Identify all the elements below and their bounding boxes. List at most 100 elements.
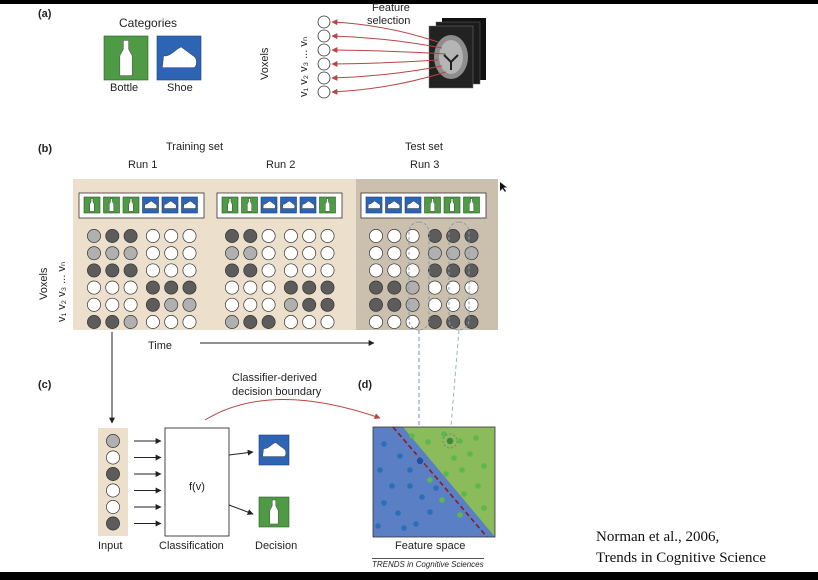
- run3-bottle-icon-bottle-shape: [430, 198, 435, 212]
- run3-bottle-icon-bottle-shape: [449, 198, 455, 212]
- green-data-point: [481, 505, 487, 511]
- voxel-activation-circle: [105, 263, 120, 278]
- blue-data-point: [427, 509, 433, 515]
- run1-shoe-icon-shoe-shape: [183, 200, 197, 209]
- voxel-sub-label-a: v₁ v₂ v₃ ... vₙ: [298, 36, 310, 97]
- voxel-activation-circle: [243, 263, 258, 278]
- voxel-activation-circle: [387, 297, 402, 312]
- run2-bottle-icon: [241, 196, 258, 214]
- voxel-activation-circle: [405, 280, 420, 295]
- green-data-point: [457, 438, 463, 444]
- voxel-activation-circle: [405, 297, 420, 312]
- voxel-activation-circle: [105, 229, 120, 243]
- voxel-activation-circle: [446, 246, 461, 261]
- voxel-activation-circle: [164, 297, 179, 312]
- voxel-activation-circle: [87, 280, 101, 295]
- green-data-point: [481, 463, 487, 469]
- blue-data-point: [407, 483, 413, 489]
- voxel-activation-circle: [387, 263, 402, 278]
- blue-data-point: [375, 523, 381, 529]
- voxel-activation-circle: [464, 315, 479, 329]
- projection-line-2: [449, 329, 460, 439]
- voxel-activation-circle: [302, 229, 317, 243]
- input-voxel-circle: [106, 434, 120, 448]
- feature-space-frame: [372, 426, 496, 538]
- voxel-activation-circle: [320, 246, 335, 261]
- voxel-activation-circle: [182, 315, 197, 329]
- voxel-activation-circle: [261, 315, 276, 329]
- panel-label-c: (c): [38, 379, 52, 391]
- run3-shoe-icon: [385, 196, 402, 214]
- voxel-activation-circle: [302, 297, 317, 312]
- voxel-activation-circle: [464, 263, 479, 278]
- feature-selection-arrow: [331, 47, 447, 55]
- voxel-activation-circle: [320, 297, 335, 312]
- decision-bottle-icon: [258, 496, 290, 528]
- voxel-activation-circle: [225, 315, 239, 329]
- voxel-activation-circle: [261, 297, 276, 312]
- decision-arrow-shoe: [228, 449, 254, 456]
- voxel-activation-circle: [369, 246, 383, 261]
- run1-shoe-icon: [161, 196, 179, 214]
- run3-shoe-icon-shoe-shape: [367, 200, 381, 209]
- voxel-activation-circle: [164, 229, 179, 243]
- journal-footer: TRENDS in Cognitive Sciences: [372, 558, 484, 569]
- citation-line1: Norman et al., 2006,: [596, 529, 720, 545]
- voxel-activation-circle: [283, 263, 298, 278]
- voxel-activation-circle: [261, 229, 276, 243]
- voxel-activation-circle: [243, 246, 258, 261]
- shoe-category-icon: [156, 35, 202, 81]
- feature-voxel-circle: [317, 71, 331, 85]
- voxel-activation-circle: [145, 297, 160, 312]
- voxel-activation-circle: [87, 246, 101, 261]
- run1-bottle-icon: [83, 196, 101, 214]
- green-data-point: [439, 497, 445, 503]
- voxel-activation-circle: [446, 297, 461, 312]
- blue-data-point: [397, 453, 403, 459]
- voxel-activation-circle: [123, 229, 138, 243]
- voxel-activation-circle: [182, 263, 197, 278]
- voxel-activation-circle: [145, 246, 160, 261]
- voxel-activation-circle: [302, 246, 317, 261]
- voxel-activation-circle: [123, 280, 138, 295]
- blue-data-point: [413, 521, 419, 527]
- decision-label: Decision: [255, 540, 298, 552]
- voxel-activation-circle: [225, 246, 239, 261]
- voxel-activation-circle: [387, 315, 402, 329]
- run2-bottle-icon: [319, 196, 336, 214]
- voxel-activation-circle: [283, 297, 298, 312]
- green-data-point: [409, 433, 415, 439]
- voxel-activation-circle: [427, 263, 442, 278]
- run2-shoe-icon: [260, 196, 278, 214]
- voxel-activation-circle: [145, 315, 160, 329]
- voxel-activation-circle: [105, 315, 120, 329]
- green-data-point: [451, 455, 457, 461]
- voxel-activation-circle: [182, 280, 197, 295]
- green-data-point: [467, 451, 473, 457]
- run1-bottle-icon-bottle-shape: [128, 198, 134, 212]
- voxel-activation-circle: [243, 297, 258, 312]
- blue-data-point: [389, 483, 395, 489]
- bottle-label: Bottle: [110, 82, 139, 94]
- voxel-activation-circle: [87, 263, 101, 278]
- voxels-label-b: Voxels: [38, 267, 50, 300]
- run1-shoe-icon-shoe-shape: [144, 200, 158, 209]
- feature-selection-arrow: [331, 71, 447, 95]
- voxel-activation-circle: [405, 263, 420, 278]
- voxel-activation-circle: [225, 297, 239, 312]
- voxel-activation-circle: [164, 315, 179, 329]
- voxel-activation-circle: [225, 280, 239, 295]
- voxel-activation-circle: [283, 280, 298, 295]
- input-voxel-circle: [106, 450, 120, 465]
- training-set-label: Training set: [166, 141, 224, 153]
- voxel-activation-circle: [369, 297, 383, 312]
- run3-bottle-icon: [463, 196, 480, 214]
- voxel-activation-circle: [427, 246, 442, 261]
- brain-ventricles: [443, 54, 459, 70]
- voxel-activation-circle: [182, 246, 197, 261]
- run1-bottle-icon: [122, 196, 140, 214]
- run2-bottle-icon-bottle-shape: [247, 198, 252, 212]
- decision-shoe-icon-shoe-shape: [262, 442, 287, 457]
- voxel-activation-circle: [87, 315, 101, 329]
- shoe-label: Shoe: [167, 82, 193, 94]
